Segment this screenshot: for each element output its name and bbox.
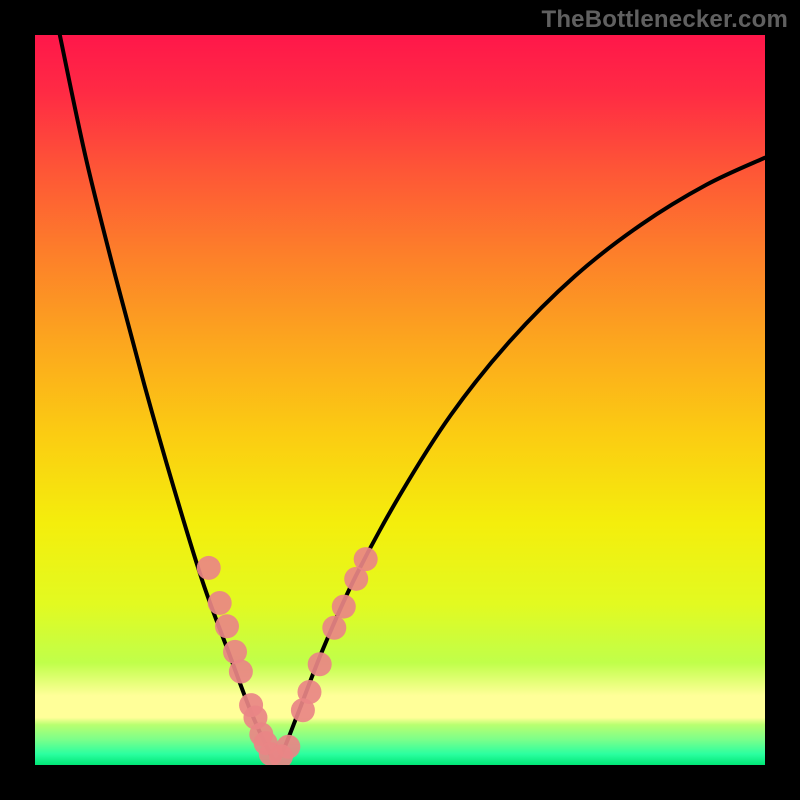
data-marker (215, 614, 239, 638)
data-marker (308, 652, 332, 676)
data-marker (322, 616, 346, 640)
data-marker (276, 735, 300, 759)
data-marker (208, 591, 232, 615)
data-marker (197, 556, 221, 580)
chart-svg (0, 0, 800, 800)
plot-area (35, 35, 765, 765)
data-marker (332, 595, 356, 619)
data-marker (354, 547, 378, 571)
data-marker (229, 660, 253, 684)
chart-stage: TheBottlenecker.com (0, 0, 800, 800)
data-marker (297, 680, 321, 704)
